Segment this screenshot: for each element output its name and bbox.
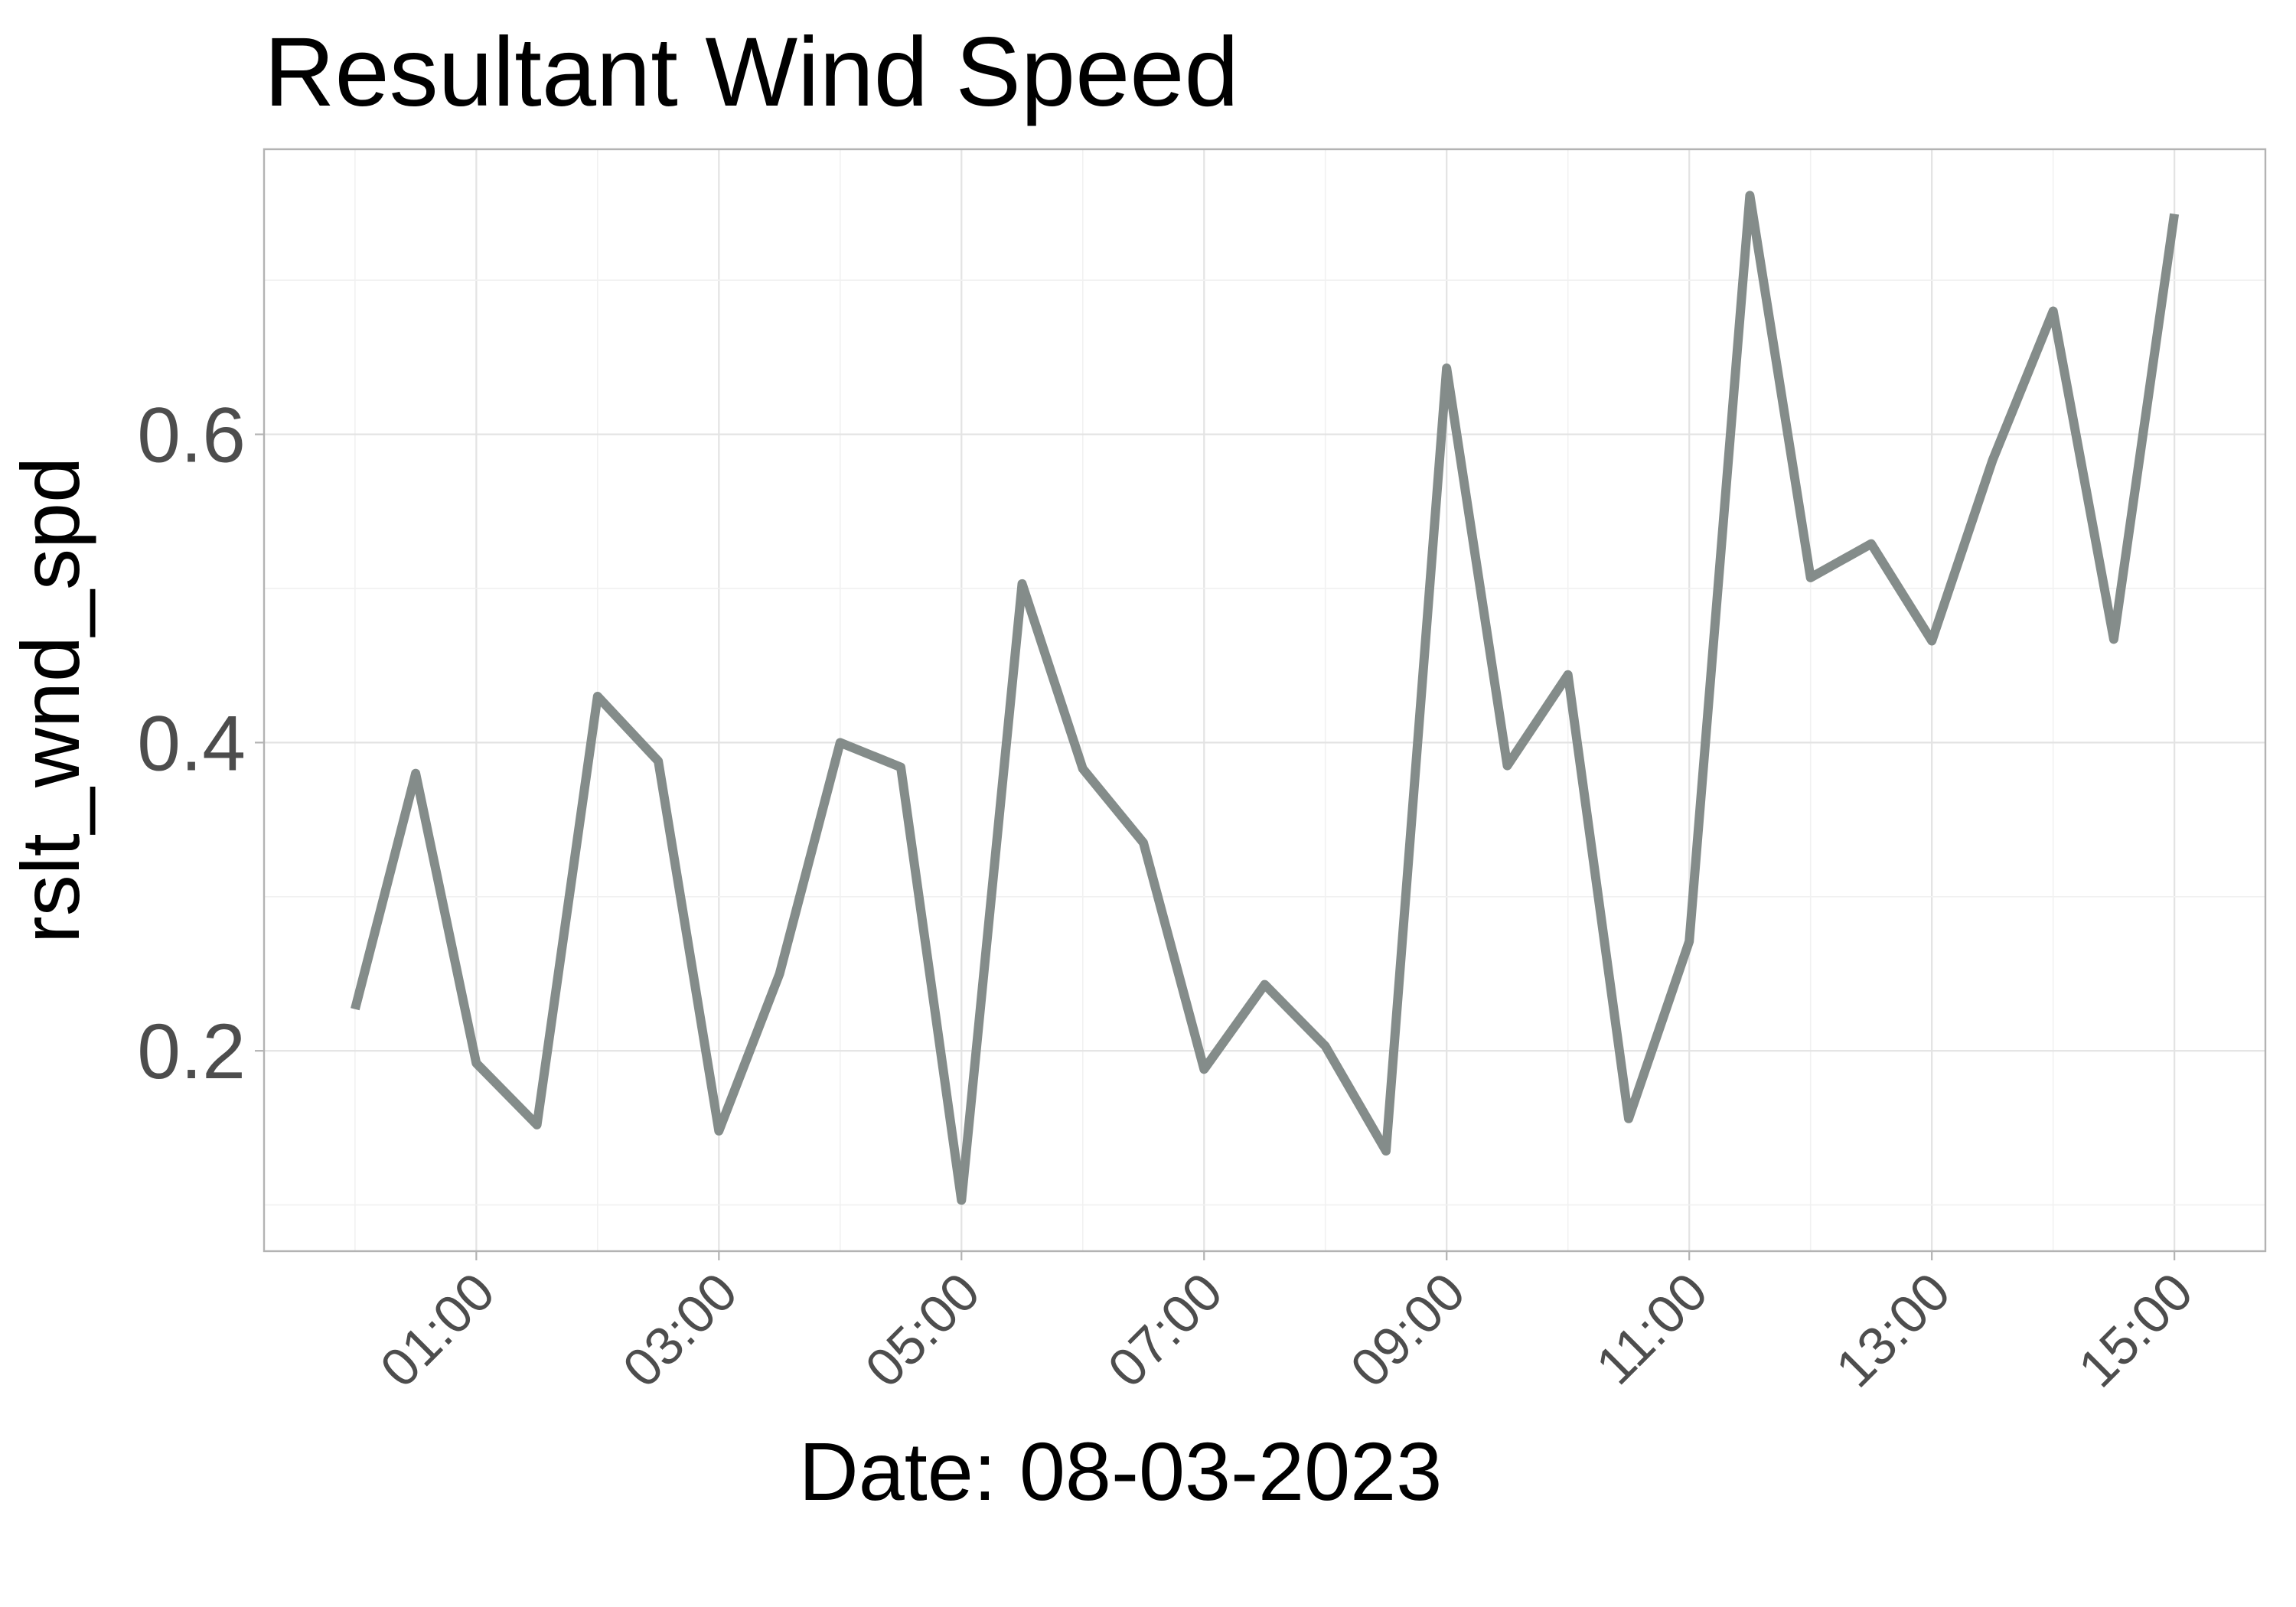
x-tick-label: 11:00 (1584, 1261, 1718, 1395)
x-tick-label: 09:00 (1339, 1261, 1476, 1398)
x-axis-title: Date: 08-03-2023 (799, 1425, 1443, 1517)
x-tick-label: 13:00 (1825, 1261, 1962, 1398)
x-tick-label: 01:00 (369, 1261, 506, 1398)
y-tick-label: 0.2 (137, 1008, 246, 1095)
axis-ticks (255, 433, 2176, 1260)
y-axis-title: rslt_wnd_spd (4, 457, 96, 944)
x-tick-label: 05:00 (854, 1261, 991, 1398)
y-tick-label: 0.4 (137, 699, 246, 787)
x-tick-label: 15:00 (2067, 1261, 2204, 1398)
plot-panel-border (263, 148, 2267, 1253)
x-tick-label: 07:00 (1097, 1261, 1234, 1398)
series-layer (351, 191, 2180, 1205)
chart-title: Resultant Wind Speed (264, 18, 1239, 127)
grid-lines (264, 149, 2265, 1251)
y-tick-label: 0.6 (137, 392, 246, 479)
x-tick-label: 03:00 (612, 1261, 748, 1398)
wind-speed-line (351, 191, 2180, 1205)
